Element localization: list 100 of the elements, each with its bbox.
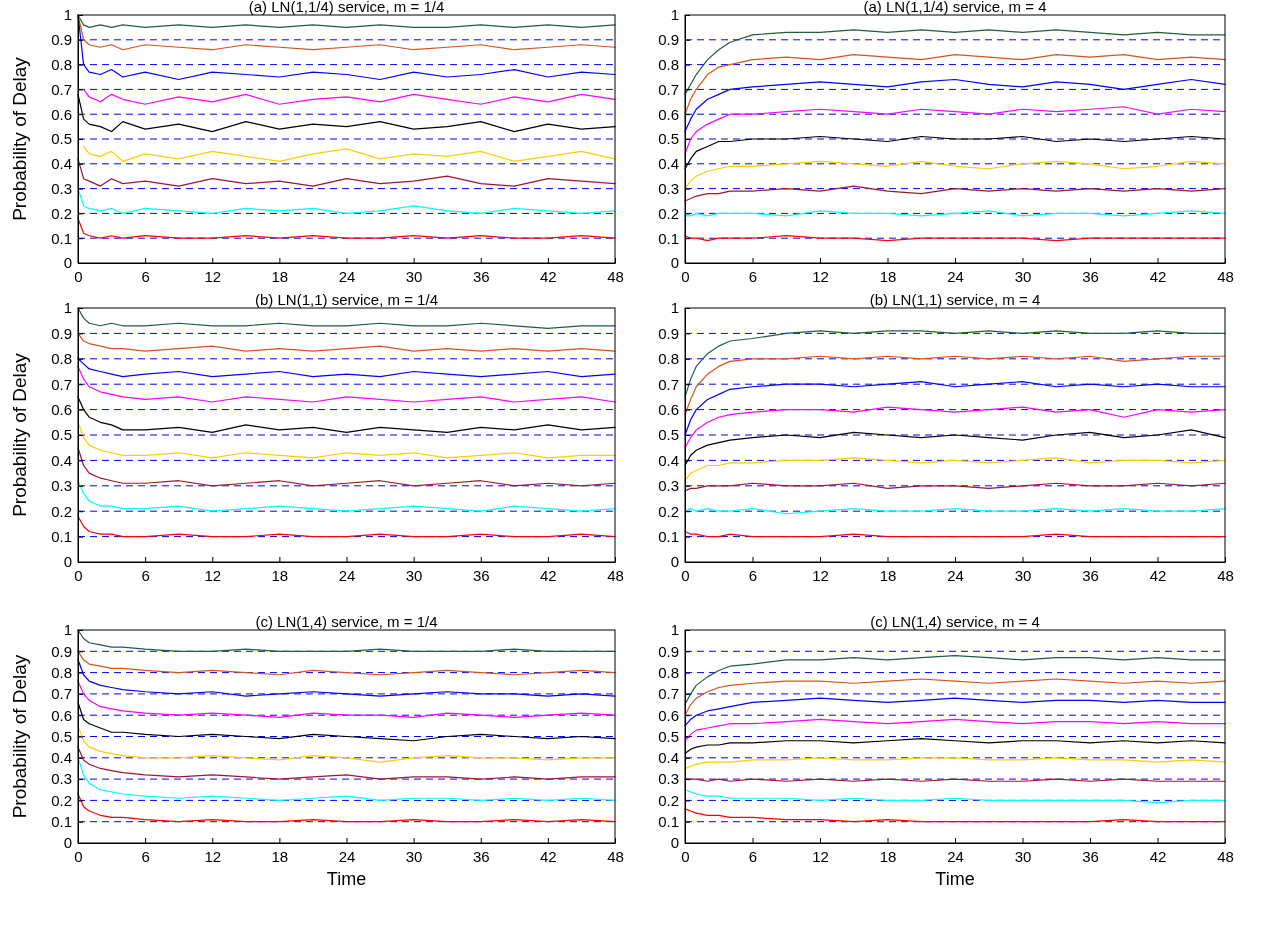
x-tick-label: 30 [405,847,423,865]
y-tick-label: 0.3 [658,477,679,495]
x-tick-label: 42 [540,847,557,865]
x-tick-label: 36 [472,267,490,285]
y-tick-label: 0.9 [51,324,72,342]
y-tick-label: 0 [670,834,679,852]
x-tick-label: 30 [1014,566,1032,584]
y-tick-label: 0.9 [658,31,679,49]
y-tick-label: 0.9 [658,324,679,342]
y-tick-label: 0.6 [658,105,679,123]
x-tick-label: 6 [748,847,758,865]
x-tick-label: 6 [141,847,150,865]
x-tick-label: 6 [748,566,758,584]
x-tick-label: 48 [1217,566,1234,584]
x-axis-title: Time [935,869,975,889]
y-tick-label: 0 [670,254,679,272]
y-tick-label: 0.1 [51,813,72,830]
y-tick-label: 0.5 [658,130,679,148]
x-tick-label: 12 [204,847,222,865]
x-tick-label: 0 [74,267,83,285]
y-tick-label: 0.4 [51,749,72,767]
y-axis-title: Probability of Delay [9,352,30,517]
y-axis-title: Probability of Delay [9,654,30,819]
chart-title: (a) LN(1,1/4) service, m = 1/4 [248,0,445,15]
chart-title: (c) LN(1,4) service, m = 1/4 [255,613,438,630]
y-tick-label: 0.3 [51,179,72,197]
y-tick-label: 0.4 [51,155,72,173]
y-tick-label: 0.8 [658,663,679,681]
y-tick-label: 0.5 [51,426,72,444]
y-tick-label: 0.7 [51,375,72,393]
y-tick-label: 0.9 [51,642,72,660]
x-tick-label: 0 [74,566,83,584]
x-tick-label: 6 [141,566,150,584]
x-tick-label: 12 [812,566,829,584]
x-tick-label: 0 [681,847,690,865]
y-tick-label: 0 [63,553,72,571]
chart-title: (b) LN(1,1) service, m = 4 [869,291,1041,308]
x-tick-label: 12 [204,566,222,584]
y-tick-label: 0.4 [658,451,679,469]
x-tick-label: 24 [947,847,964,865]
y-tick-label: 0.2 [658,502,679,520]
x-tick-label: 42 [1149,267,1167,285]
x-tick-label: 36 [1082,566,1099,584]
x-tick-label: 36 [1082,847,1099,865]
chart-title: (b) LN(1,1) service, m = 1/4 [255,291,438,308]
x-tick-label: 0 [74,847,83,865]
y-axis-title: Probability of Delay [9,56,30,221]
x-tick-label: 36 [472,566,490,584]
y-tick-label: 0.3 [658,179,679,197]
y-tick-label: 0.1 [51,527,72,545]
y-tick-label: 0 [63,834,72,852]
y-tick-label: 0.2 [658,791,679,809]
y-tick-label: 0.5 [658,727,679,745]
x-tick-label: 18 [271,847,289,865]
y-tick-label: 1 [63,299,72,317]
x-tick-label: 24 [947,267,964,285]
x-tick-label: 30 [405,267,423,285]
x-tick-label: 6 [748,267,758,285]
x-tick-label: 12 [812,267,829,285]
chart-title: (a) LN(1,1/4) service, m = 4 [863,0,1047,15]
x-tick-label: 6 [141,267,150,285]
y-tick-label: 1 [670,6,679,24]
y-tick-label: 0.5 [51,130,72,148]
y-tick-label: 0.2 [51,204,72,222]
y-tick-label: 0.1 [658,229,679,247]
y-tick-label: 0.9 [658,642,679,660]
x-tick-label: 48 [607,566,624,584]
y-tick-label: 0.8 [51,350,72,368]
x-tick-label: 30 [1014,847,1032,865]
y-tick-label: 0.8 [51,55,72,73]
y-tick-label: 0.8 [658,350,679,368]
x-tick-label: 18 [879,566,897,584]
y-tick-label: 0.7 [658,80,679,98]
y-tick-label: 0.7 [51,80,72,98]
x-tick-label: 36 [472,847,490,865]
x-tick-label: 18 [271,267,289,285]
y-tick-label: 0.5 [51,727,72,745]
x-tick-label: 18 [879,847,897,865]
y-tick-label: 1 [63,621,72,639]
y-tick-label: 0.1 [658,527,679,545]
y-tick-label: 0.4 [658,155,679,173]
y-tick-label: 0.7 [51,685,72,703]
x-axis-title: Time [326,869,367,889]
chart-title: (c) LN(1,4) service, m = 4 [870,613,1040,630]
y-tick-label: 0.2 [51,502,72,520]
y-tick-label: 0.1 [51,229,72,247]
y-tick-label: 0.4 [658,749,679,767]
x-tick-label: 24 [947,566,964,584]
y-tick-label: 0.3 [658,770,679,788]
y-tick-label: 0.8 [658,55,679,73]
x-tick-label: 36 [1082,267,1099,285]
x-tick-label: 42 [540,267,557,285]
x-tick-label: 48 [607,847,624,865]
y-tick-label: 0.3 [51,770,72,788]
y-tick-label: 0.9 [51,31,72,49]
y-tick-label: 0.6 [658,400,679,418]
y-tick-label: 0.3 [51,477,72,495]
y-tick-label: 1 [670,299,679,317]
x-tick-label: 18 [879,267,897,285]
y-tick-label: 0.2 [51,791,72,809]
